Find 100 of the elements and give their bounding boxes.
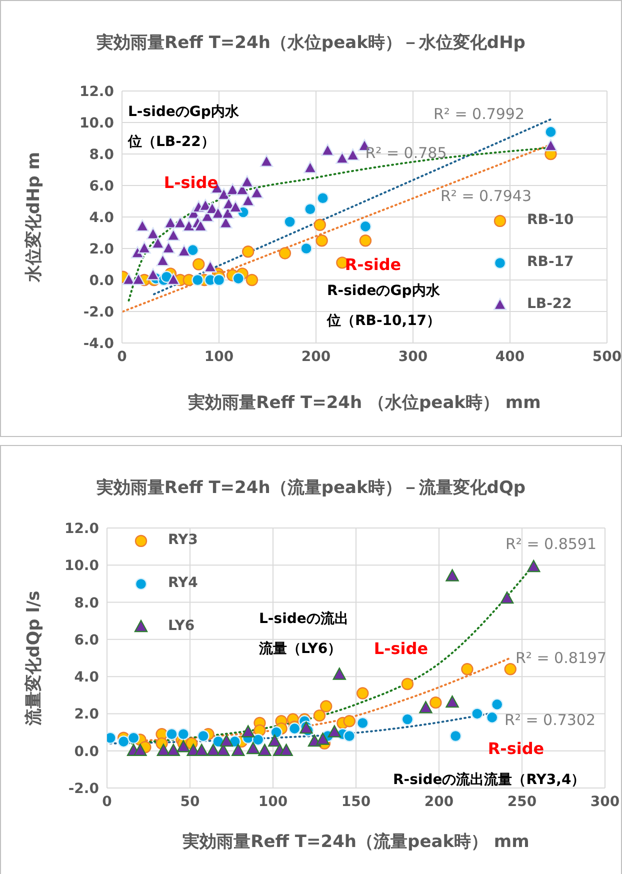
point bbox=[313, 709, 326, 722]
point bbox=[278, 247, 292, 260]
point bbox=[504, 663, 516, 676]
annotation: L-sideの流出流量（LY6） bbox=[259, 610, 348, 659]
point bbox=[211, 206, 225, 219]
x-tick-label: 50 bbox=[180, 794, 200, 810]
legend-label: RY3 bbox=[168, 532, 198, 548]
chart-title: 実効雨量Reff T=24h（流量peak時）－流量変化dQp bbox=[95, 477, 527, 499]
y-tick-label: -2.0 bbox=[68, 780, 100, 797]
point bbox=[336, 152, 349, 164]
point bbox=[527, 560, 540, 572]
y-tick-label: 10.0 bbox=[64, 558, 100, 574]
legend-label: RY4 bbox=[168, 575, 198, 591]
point bbox=[300, 242, 312, 255]
point bbox=[246, 742, 260, 754]
x-tick-label: 200 bbox=[301, 348, 331, 365]
point bbox=[146, 227, 160, 240]
point bbox=[491, 698, 504, 711]
point bbox=[446, 695, 459, 708]
y-tick-label: 0.0 bbox=[89, 272, 114, 289]
point bbox=[346, 148, 360, 161]
point bbox=[242, 725, 255, 738]
point bbox=[252, 734, 264, 746]
y-tick-label: 8.0 bbox=[74, 595, 100, 612]
x-tick-label: 250 bbox=[507, 794, 537, 810]
point bbox=[471, 708, 484, 720]
point bbox=[162, 241, 176, 254]
legend-label: RB-17 bbox=[527, 254, 574, 270]
point bbox=[343, 730, 356, 742]
point bbox=[166, 744, 180, 756]
point bbox=[206, 744, 220, 756]
y-tick-label: -2.0 bbox=[83, 304, 114, 320]
annotation: R² = 0.8197 bbox=[515, 648, 607, 669]
y-tick-label: 12.0 bbox=[79, 84, 114, 100]
point bbox=[430, 696, 442, 709]
legend-label: LY6 bbox=[168, 618, 195, 634]
point bbox=[343, 715, 356, 728]
point bbox=[177, 728, 190, 740]
point bbox=[250, 186, 264, 198]
y-axis-title: 水位変化dHp m bbox=[24, 152, 44, 284]
point bbox=[268, 734, 282, 747]
point bbox=[314, 218, 326, 231]
point bbox=[228, 200, 242, 213]
point bbox=[304, 203, 316, 216]
point bbox=[232, 744, 245, 756]
point bbox=[450, 730, 462, 742]
point bbox=[258, 744, 272, 756]
point bbox=[177, 244, 191, 257]
point bbox=[316, 192, 329, 204]
point bbox=[194, 219, 208, 232]
annotation: R² = 0.8591 bbox=[505, 534, 597, 555]
x-tick-label: 150 bbox=[341, 794, 371, 810]
y-tick-label: 2.0 bbox=[89, 241, 114, 258]
point bbox=[260, 154, 274, 167]
annotation: R-side bbox=[344, 254, 402, 276]
point bbox=[232, 272, 244, 285]
annotation: R-sideのGp内水位（RB-10,17） bbox=[327, 282, 441, 331]
point bbox=[280, 744, 293, 756]
point bbox=[174, 216, 187, 228]
annotation: R-sideの流出流量（RY3,4） bbox=[393, 770, 586, 790]
point bbox=[164, 216, 178, 228]
point bbox=[242, 194, 255, 206]
annotation: L-side bbox=[374, 638, 428, 660]
point bbox=[134, 744, 147, 756]
point bbox=[197, 730, 210, 742]
point bbox=[166, 728, 178, 740]
x-tick-label: 500 bbox=[592, 348, 622, 365]
annotation: L-side bbox=[164, 172, 218, 194]
point bbox=[166, 272, 180, 286]
point bbox=[204, 260, 217, 272]
point bbox=[220, 734, 234, 747]
point bbox=[359, 220, 372, 233]
point bbox=[332, 668, 346, 680]
point bbox=[192, 274, 204, 286]
x-tick-label: 300 bbox=[590, 794, 620, 810]
point bbox=[217, 188, 230, 200]
point bbox=[156, 254, 170, 266]
point bbox=[284, 216, 296, 228]
point bbox=[321, 144, 334, 156]
point bbox=[130, 246, 144, 258]
annotation: R-side bbox=[488, 738, 544, 760]
point bbox=[461, 663, 474, 676]
annotation: L-sideのGp内水位（LB-22） bbox=[128, 103, 239, 152]
legend-label: RB-10 bbox=[527, 212, 574, 228]
y-tick-label: 10.0 bbox=[79, 115, 114, 132]
legend-label: LB-22 bbox=[527, 296, 572, 312]
x-tick-label: 100 bbox=[258, 794, 288, 810]
point bbox=[156, 744, 170, 756]
x-axis-title: 実効雨量Reff T=24h （水位peak時） mm bbox=[187, 393, 541, 413]
point bbox=[166, 228, 180, 241]
y-tick-label: -4.0 bbox=[83, 336, 114, 352]
point bbox=[246, 274, 258, 286]
point bbox=[242, 246, 254, 258]
point bbox=[320, 700, 332, 712]
point bbox=[118, 735, 130, 748]
point bbox=[544, 139, 558, 152]
point bbox=[544, 126, 557, 138]
x-tick-label: 0 bbox=[117, 348, 128, 365]
point bbox=[270, 726, 282, 738]
point bbox=[136, 219, 149, 232]
